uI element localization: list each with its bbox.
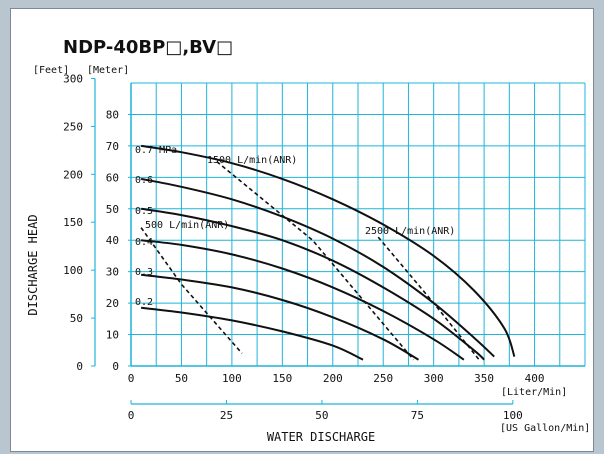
pressure-curve-label: 0.3 <box>135 267 153 278</box>
x-unit-secondary: [US Gallon/Min] <box>500 423 590 434</box>
series: 0.7 MPa 0.6 0.5 0.4 0.3 0.2 500 L/min(ANR) 1500… <box>135 144 516 361</box>
grid <box>130 82 586 366</box>
y-tick-feet-label: 50 <box>70 312 83 325</box>
pressure-curve-label: 0.4 <box>135 237 153 248</box>
y-tick-meter-label: 0 <box>112 360 119 373</box>
x-tick-gallon-label: 25 <box>220 409 233 422</box>
x-tick-liter-label: 100 <box>222 372 242 385</box>
y-axis-title: DISCHARGE HEAD <box>26 214 40 315</box>
y-tick-feet-label: 300 <box>63 72 83 85</box>
x-tick-liter-label: 250 <box>373 372 393 385</box>
y-tick-meter-label: 70 <box>106 140 119 153</box>
pressure-curve-label: 0.6 <box>135 175 153 186</box>
pressure-curve <box>140 273 419 361</box>
x-tick-liter-label: 400 <box>525 372 545 385</box>
y-tick-meter-label: 80 <box>106 108 119 121</box>
y-unit-right: [Meter] <box>87 65 129 76</box>
y-tick-feet-label: 150 <box>63 216 83 229</box>
x-tick-liter-label: 50 <box>175 372 188 385</box>
x-tick-gallon-label: 50 <box>315 409 328 422</box>
pressure-curve-label: 0.7 MPa <box>135 145 177 156</box>
y-tick-feet-label: 200 <box>63 168 83 181</box>
pump-performance-chart: NDP-40BP□,BV□ [Feet] [Meter] DISCHARGE H… <box>26 37 590 444</box>
x-tick-liter-label: 150 <box>272 372 292 385</box>
y-tick-meter-label: 60 <box>106 171 119 184</box>
x-tick-liter-label: 200 <box>323 372 343 385</box>
x-tick-liter-label: 0 <box>128 372 135 385</box>
pressure-curve <box>140 144 516 357</box>
pressure-curve-label: 0.2 <box>135 297 153 308</box>
air-flow-label: 500 L/min(ANR) <box>145 220 229 231</box>
chart-title: NDP-40BP□,BV□ <box>63 37 233 58</box>
y-tick-meter-label: 30 <box>106 266 119 279</box>
y-tick-feet-label: 100 <box>63 264 83 277</box>
air-flow-label: 1500 L/min(ANR) <box>207 155 297 166</box>
air-flow-line <box>140 227 243 354</box>
x-unit-primary: [Liter/Min] <box>501 387 567 398</box>
x-axis-title: WATER DISCHARGE <box>267 430 375 444</box>
y-tick-meter-label: 50 <box>106 203 119 216</box>
chart-panel: NDP-40BP□,BV□ [Feet] [Meter] DISCHARGE H… <box>10 8 594 452</box>
pressure-curve <box>140 306 364 361</box>
y-tick-meter-label: 20 <box>106 297 119 310</box>
air-flow-label: 2500 L/min(ANR) <box>365 226 455 237</box>
x-tick-gallon-label: 100 <box>503 409 523 422</box>
x-tick-liter-label: 350 <box>474 372 494 385</box>
y-tick-feet-label: 250 <box>63 120 83 133</box>
x-tick-gallon-label: 0 <box>128 409 135 422</box>
pressure-curve <box>140 239 465 361</box>
y-unit-left: [Feet] <box>33 65 69 76</box>
pressure-curve-label: 0.5 <box>135 206 153 217</box>
x-tick-liter-label: 300 <box>424 372 444 385</box>
air-flow-line <box>377 236 480 361</box>
y-tick-feet-label: 0 <box>76 360 83 373</box>
x-tick-gallon-label: 75 <box>411 409 424 422</box>
pressure-curve <box>140 177 495 358</box>
y-tick-meter-label: 40 <box>106 234 119 247</box>
y-tick-meter-label: 10 <box>106 329 119 342</box>
